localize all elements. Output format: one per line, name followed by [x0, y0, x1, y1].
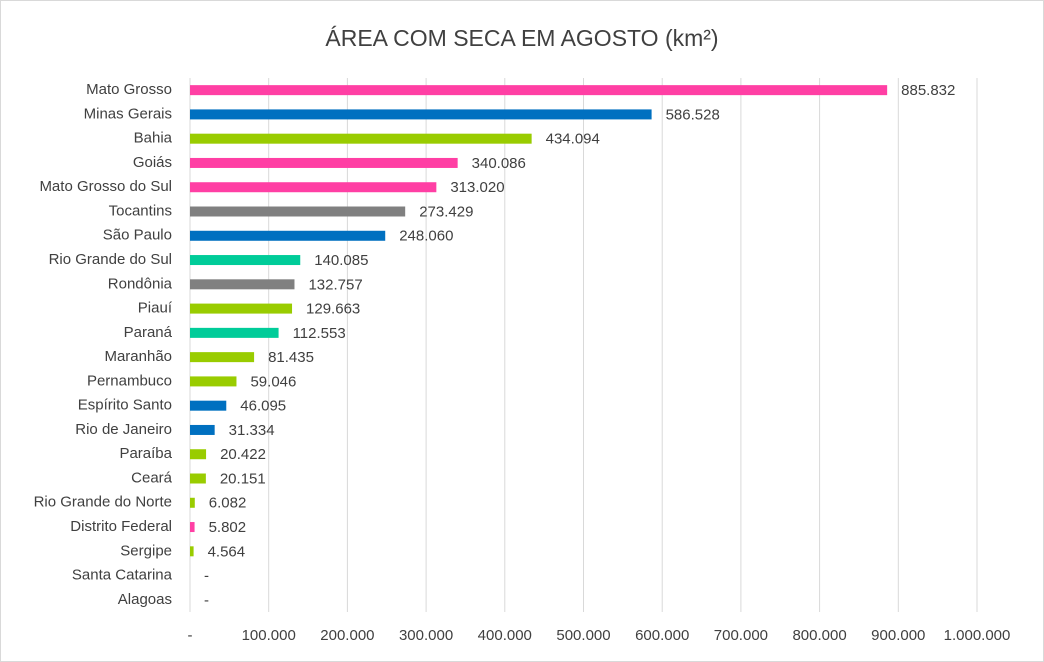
chart-title: ÁREA COM SECA EM AGOSTO (km²) — [325, 25, 718, 51]
x-tick-label: 400.000 — [478, 627, 532, 644]
value-label: 5.802 — [209, 519, 247, 536]
x-tick-label: - — [188, 627, 193, 644]
value-label: 59.046 — [250, 373, 296, 390]
value-label: 273.429 — [419, 203, 473, 220]
value-label: 885.832 — [901, 82, 955, 99]
y-tick-label: Goiás — [133, 154, 172, 171]
bar — [190, 206, 406, 217]
bar — [190, 182, 437, 193]
value-label: 434.094 — [546, 131, 600, 148]
bar — [190, 449, 207, 460]
y-tick-label: São Paulo — [103, 227, 172, 244]
bar — [190, 279, 295, 290]
x-tick-label: 600.000 — [635, 627, 689, 644]
y-tick-label: Bahia — [134, 130, 173, 147]
y-tick-label: Rio Grande do Sul — [49, 251, 172, 268]
y-tick-label: Maranhão — [104, 348, 172, 365]
bar — [190, 157, 458, 168]
value-label: 340.086 — [472, 155, 526, 172]
value-label: - — [204, 568, 209, 585]
y-tick-label: Espírito Santo — [78, 397, 172, 414]
value-label: 313.020 — [450, 179, 504, 196]
value-label: 4.564 — [208, 543, 246, 560]
x-tick-label: 500.000 — [556, 627, 610, 644]
value-label: 586.528 — [666, 106, 720, 123]
y-tick-label: Rondônia — [108, 275, 173, 292]
x-tick-label: 200.000 — [320, 627, 374, 644]
y-tick-label: Tocantins — [109, 202, 172, 219]
value-label: 20.151 — [220, 470, 266, 487]
value-label: 248.060 — [399, 228, 453, 245]
value-label: 132.757 — [308, 276, 362, 293]
y-tick-label: Mato Grosso do Sul — [39, 178, 172, 195]
bar — [190, 255, 301, 266]
y-tick-label: Pernambuco — [87, 372, 172, 389]
bar — [190, 230, 386, 241]
y-tick-label: Rio de Janeiro — [75, 421, 172, 438]
bar — [190, 303, 293, 314]
x-tick-label: 100.000 — [242, 627, 296, 644]
x-tick-label: 300.000 — [399, 627, 453, 644]
value-label: - — [204, 592, 209, 609]
y-tick-label: Paraíba — [119, 445, 172, 462]
y-tick-label: Ceará — [131, 469, 173, 486]
bar — [190, 424, 215, 435]
bar — [190, 497, 195, 508]
bar — [190, 327, 279, 338]
bar — [190, 352, 255, 363]
bar — [190, 109, 652, 120]
y-tick-label: Alagoas — [118, 591, 172, 608]
y-tick-label: Paraná — [124, 324, 173, 341]
bar — [190, 376, 237, 387]
value-label: 112.553 — [293, 325, 346, 342]
x-tick-label: 900.000 — [871, 627, 925, 644]
y-tick-label: Santa Catarina — [72, 567, 173, 584]
bar — [190, 473, 206, 484]
y-tick-label: Piauí — [138, 300, 173, 317]
value-label: 81.435 — [268, 349, 314, 366]
y-tick-label: Sergipe — [120, 542, 172, 559]
value-label: 140.085 — [314, 252, 368, 269]
value-label: 129.663 — [306, 301, 360, 318]
y-tick-label: Distrito Federal — [70, 518, 172, 535]
bar — [190, 400, 227, 411]
x-tick-label: 700.000 — [714, 627, 768, 644]
y-tick-label: Rio Grande do Norte — [34, 494, 172, 511]
y-tick-label: Mato Grosso — [86, 81, 172, 98]
value-label: 46.095 — [240, 398, 286, 415]
bar — [190, 546, 194, 557]
bar — [190, 133, 532, 144]
bar — [190, 522, 195, 533]
x-tick-label: 1.000.000 — [944, 627, 1011, 644]
x-tick-label: 800.000 — [792, 627, 846, 644]
value-label: 6.082 — [209, 495, 247, 512]
bar — [190, 85, 888, 96]
y-tick-label: Minas Gerais — [84, 105, 172, 122]
value-label: 20.422 — [220, 446, 266, 463]
value-label: 31.334 — [229, 422, 275, 439]
